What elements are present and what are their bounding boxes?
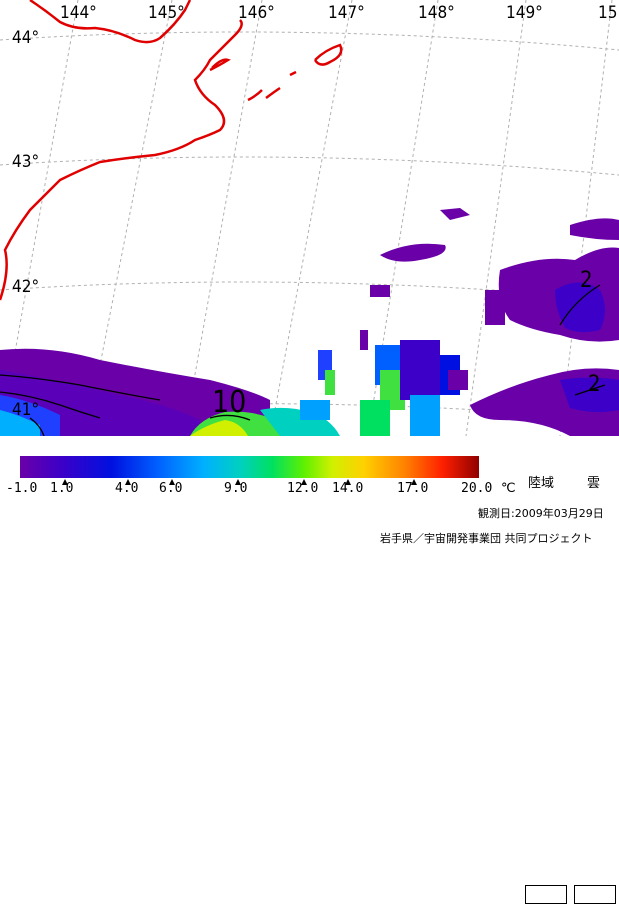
tick-label-4: 4.0 bbox=[115, 481, 139, 496]
tick-label-20: 20.0 bbox=[461, 481, 493, 496]
lat-label-44: 44° bbox=[12, 28, 40, 48]
lat-label-42: 42° bbox=[12, 277, 40, 297]
cloud-label: 雲 bbox=[587, 476, 601, 491]
lon-label-147: 147° bbox=[328, 3, 365, 23]
contour-label-10: 10 bbox=[212, 385, 247, 420]
lat-label-41: 41° bbox=[12, 400, 40, 420]
legend-panel bbox=[0, 436, 619, 904]
lat-label-43: 43° bbox=[12, 152, 40, 172]
cloud-swatch bbox=[574, 885, 616, 904]
lon-label-149: 149° bbox=[506, 3, 543, 23]
contour-label-2: 2 bbox=[580, 268, 593, 293]
tick-label-m1: -1.0 bbox=[6, 481, 38, 496]
sst-map: 144° 145° 146° 147° 148° 149° 15 44° 43°… bbox=[0, 0, 619, 436]
tick-label-1: 1.0 bbox=[50, 481, 74, 496]
lon-label-150: 15 bbox=[598, 3, 618, 23]
credit-line: 岩手県／宇宙開発事業団 共同プロジェクト bbox=[380, 532, 593, 545]
sst-field bbox=[0, 208, 619, 436]
map-canvas bbox=[0, 0, 619, 436]
tick-label-9: 9.0 bbox=[224, 481, 248, 496]
observation-date: 観測日:2009年03月29日 bbox=[478, 507, 604, 520]
contour-label-2b: 2 bbox=[588, 372, 601, 397]
tick-label-14: 14.0 bbox=[332, 481, 364, 496]
tick-label-6: 6.0 bbox=[159, 481, 183, 496]
lon-label-146: 146° bbox=[238, 3, 275, 23]
isotherms bbox=[0, 284, 606, 436]
tick-label-12: 12.0 bbox=[287, 481, 319, 496]
land-swatch bbox=[525, 885, 567, 904]
unit-label: ℃ bbox=[501, 481, 516, 496]
color-bar-ticks bbox=[62, 479, 417, 485]
color-bar bbox=[20, 456, 479, 478]
lon-label-144: 144° bbox=[60, 3, 97, 23]
lon-label-145: 145° bbox=[148, 3, 185, 23]
land-label: 陸域 bbox=[528, 476, 555, 491]
lon-label-148: 148° bbox=[418, 3, 455, 23]
tick-label-17: 17.0 bbox=[397, 481, 429, 496]
coastline bbox=[0, 0, 343, 301]
